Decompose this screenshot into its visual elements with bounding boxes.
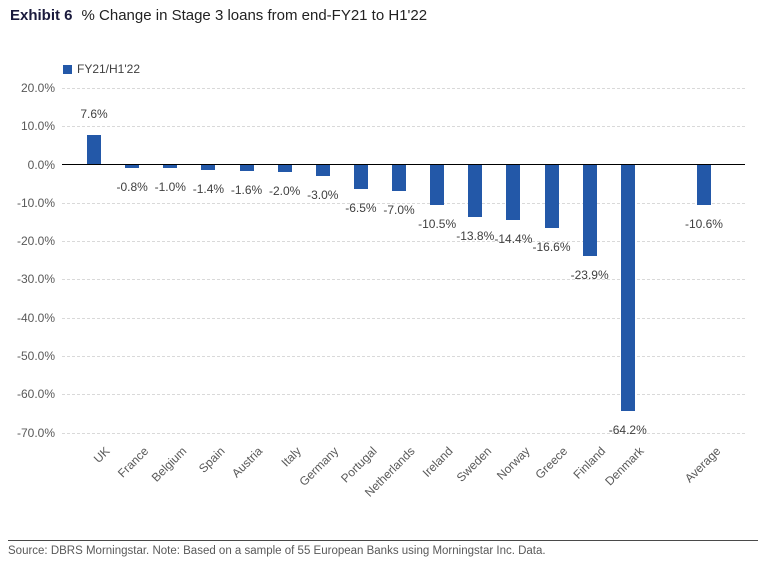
bar-value-label: -10.6% — [684, 217, 723, 232]
x-axis-label: Germany — [296, 444, 342, 489]
x-axis-label: Ireland — [420, 444, 457, 480]
x-axis-label: Norway — [493, 444, 533, 483]
bar — [239, 164, 254, 171]
bar — [582, 164, 597, 257]
bar — [201, 164, 216, 170]
bar-value-label: -13.8% — [456, 229, 495, 244]
x-axis-label: Denmark — [602, 444, 647, 489]
gridline — [62, 356, 745, 358]
y-axis-tick-label: 20.0% — [20, 80, 55, 95]
x-axis-label: France — [114, 444, 152, 481]
gridline — [62, 279, 745, 281]
gridline — [62, 432, 745, 434]
bar — [392, 164, 407, 192]
bar — [468, 164, 483, 218]
y-axis-tick-label: -20.0% — [16, 234, 55, 249]
source-note: Source: DBRS Morningstar. Note: Based on… — [8, 545, 546, 557]
zero-axis-line — [62, 163, 745, 165]
bar-value-label: -16.6% — [532, 240, 571, 255]
bar-value-label: -0.8% — [116, 179, 148, 194]
x-axis-label: Italy — [278, 444, 304, 470]
gridline — [62, 317, 745, 319]
exhibit-number: Exhibit 6 — [10, 7, 73, 24]
bar-value-label: -23.9% — [570, 268, 609, 283]
y-axis-tick-label: -70.0% — [16, 425, 55, 440]
bar-value-label: -6.5% — [345, 201, 377, 216]
gridline — [62, 202, 745, 204]
x-axis-label: Greece — [532, 444, 571, 482]
bar-value-label: -64.2% — [608, 422, 647, 437]
x-axis-label: UK — [91, 444, 113, 466]
bar-value-label: -2.0% — [268, 184, 301, 199]
chart-title-text: % Change in Stage 3 loans from end-FY21 … — [81, 7, 428, 24]
legend-swatch-icon — [63, 64, 72, 74]
bar — [163, 164, 178, 169]
bar — [277, 164, 292, 173]
bar — [544, 164, 559, 229]
x-axis-label: Sweden — [453, 444, 495, 485]
legend-label: FY21/H1'22 — [77, 62, 140, 76]
y-axis-tick-label: -60.0% — [16, 387, 55, 402]
bar — [696, 164, 711, 206]
bar — [315, 164, 330, 176]
bar-value-label: -1.4% — [192, 181, 225, 196]
y-axis-tick-label: -10.0% — [16, 195, 55, 210]
bar-value-label: -7.0% — [383, 203, 415, 218]
y-axis-tick-label: 0.0% — [27, 157, 55, 172]
bar — [87, 135, 102, 165]
chart-title: Exhibit 6 % Change in Stage 3 loans from … — [10, 7, 427, 24]
gridline — [62, 126, 745, 128]
y-axis-tick-label: -30.0% — [16, 272, 55, 287]
gridline — [62, 87, 745, 89]
bar — [430, 164, 445, 205]
gridline — [62, 241, 745, 243]
legend: FY21/H1'22 — [63, 62, 140, 76]
bar-value-label: -1.0% — [154, 180, 186, 195]
x-axis-label: Spain — [195, 444, 228, 476]
bar — [506, 164, 521, 220]
x-axis-label: Belgium — [148, 444, 190, 485]
x-axis-label: Austria — [229, 444, 266, 481]
footer-divider — [8, 540, 758, 541]
bar-value-label: 7.6% — [80, 107, 108, 122]
y-axis-tick-label: -50.0% — [16, 349, 55, 364]
y-axis-tick-label: -40.0% — [16, 310, 55, 325]
bar-value-label: -14.4% — [494, 231, 533, 246]
gridline — [62, 394, 745, 396]
bar-value-label: -10.5% — [418, 216, 457, 231]
bar — [620, 164, 635, 411]
bar-value-label: -1.6% — [230, 182, 263, 197]
bar — [125, 164, 140, 168]
bar-value-label: -3.0% — [307, 187, 339, 202]
x-axis-label: Average — [681, 444, 723, 486]
y-axis-tick-label: 10.0% — [20, 119, 55, 134]
bar — [353, 164, 368, 190]
